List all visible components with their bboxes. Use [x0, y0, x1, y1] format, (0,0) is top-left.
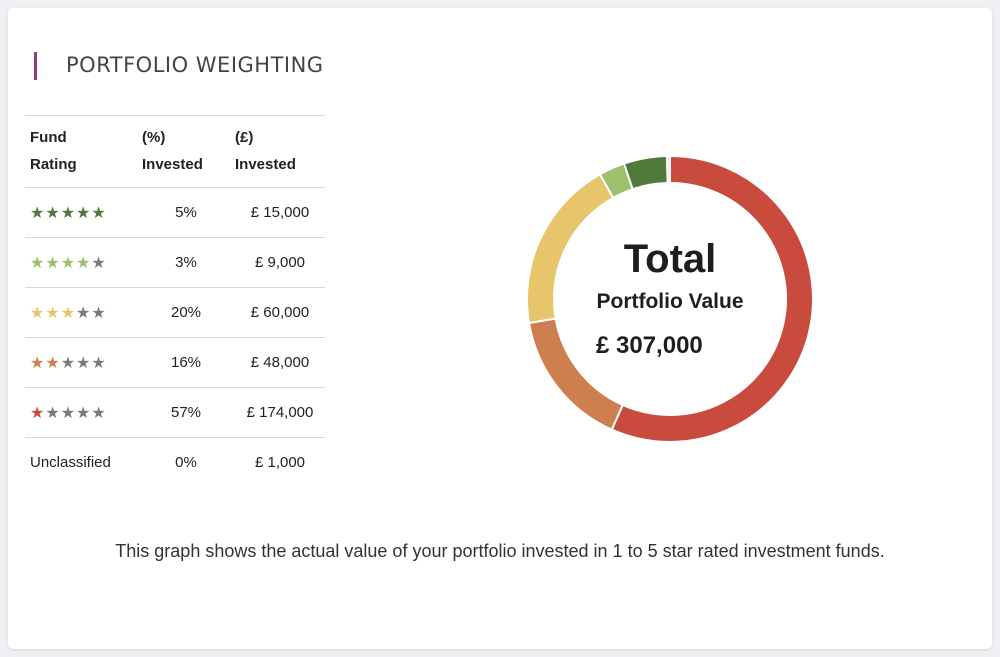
fund-rating-table: Fund Rating (%) Invested (£) Invested ★★… — [25, 115, 325, 487]
empty-star-icon: ★ — [91, 303, 107, 322]
fund-rating-cell: ★★★★★ — [25, 287, 137, 338]
title-accent-bar — [34, 52, 37, 80]
empty-star-icon: ★ — [76, 303, 92, 322]
table-header-row: Fund Rating (%) Invested (£) Invested — [25, 115, 325, 188]
header-fund-rating-line2: Rating — [30, 156, 77, 173]
table-row: ★★★★★ 57% £ 174,000 — [25, 387, 325, 438]
filled-star-icon: ★ — [60, 303, 77, 322]
donut-center: Total Portfolio Value £ 307,000 — [522, 151, 818, 447]
center-portfolio-value-label: Portfolio Value — [596, 290, 744, 313]
header-gbp-invested: (£) Invested — [230, 115, 325, 188]
gbp-invested-cell: £ 15,000 — [230, 187, 325, 238]
gbp-invested-cell: £ 1,000 — [254, 454, 306, 471]
filled-star-icon: ★ — [30, 403, 46, 422]
empty-star-icon: ★ — [91, 253, 107, 272]
empty-star-icon: ★ — [76, 403, 92, 422]
header-fund-rating: Fund Rating — [25, 115, 137, 188]
donut-slice-1-star[interactable] — [610, 154, 814, 443]
gbp-invested-cell: £ 48,000 — [230, 337, 325, 388]
header-pct-invested: (%) Invested — [137, 115, 230, 188]
filled-star-icon: ★ — [60, 253, 77, 272]
filled-star-icon: ★ — [30, 203, 46, 222]
table-row: ★★★★★ 16% £ 48,000 — [25, 337, 325, 388]
fund-rating-cell: ★★★★★ — [25, 337, 137, 388]
table-row: ★★★★★ 5% £ 15,000 — [25, 187, 325, 238]
empty-star-icon: ★ — [76, 353, 92, 372]
fund-rating-cell: Unclassified — [25, 438, 137, 488]
filled-star-icon: ★ — [45, 253, 61, 272]
pct-invested-cell: 16% — [137, 337, 230, 388]
section-title: PORTFOLIO WEIGHTING — [66, 53, 324, 77]
empty-star-icon: ★ — [45, 403, 61, 422]
empty-star-icon: ★ — [60, 403, 77, 422]
filled-star-icon: ★ — [45, 303, 61, 322]
header-gbp-line1: (£) — [235, 129, 254, 146]
header-pct-line2: Invested — [142, 156, 203, 173]
gbp-invested-cell: £ 9,000 — [230, 237, 325, 288]
header-fund-rating-line1: Fund — [30, 129, 67, 146]
star-rating: ★★★★★ — [30, 253, 107, 272]
center-total-label: Total — [623, 237, 717, 281]
pct-invested-cell: 57% — [137, 387, 230, 438]
empty-star-icon: ★ — [60, 353, 77, 372]
filled-star-icon: ★ — [45, 353, 61, 372]
star-rating: ★★★★★ — [30, 303, 107, 322]
pct-invested-cell: 0% — [175, 454, 197, 471]
filled-star-icon: ★ — [30, 253, 46, 272]
fund-rating-cell: ★★★★★ — [25, 387, 137, 438]
table-row: ★★★★★ 20% £ 60,000 — [25, 287, 325, 338]
unclassified-label: Unclassified — [30, 454, 111, 471]
pct-invested-cell: 5% — [137, 187, 230, 238]
star-rating: ★★★★★ — [30, 353, 107, 372]
chart-caption: This graph shows the actual value of you… — [115, 541, 885, 561]
portfolio-donut-chart: Total Portfolio Value £ 307,000 — [522, 151, 818, 447]
header-pct-line1: (%) — [142, 129, 166, 146]
donut-svg — [526, 154, 814, 443]
table-body: ★★★★★ 5% £ 15,000 ★★★★★ 3% £ 9,000 ★★★★★ 20% £ 6… — [25, 187, 325, 488]
table-row: Unclassified 0% £ 1,000 — [25, 438, 325, 488]
center-total-value: £ 307,000 — [596, 332, 703, 359]
table-row: ★★★★★ 3% £ 9,000 — [25, 237, 325, 288]
gbp-invested-cell: £ 60,000 — [230, 287, 325, 338]
pct-invested-cell: 3% — [137, 237, 230, 288]
empty-star-icon: ★ — [91, 353, 107, 372]
filled-star-icon: ★ — [30, 303, 46, 322]
gbp-invested-cell: £ 174,000 — [230, 387, 325, 438]
filled-star-icon: ★ — [45, 203, 61, 222]
star-rating: ★★★★★ — [30, 203, 107, 222]
filled-star-icon: ★ — [76, 253, 92, 272]
pct-invested-cell: 20% — [137, 287, 230, 338]
header-gbp-line2: Invested — [235, 156, 296, 173]
fund-rating-cell: ★★★★★ — [25, 187, 137, 238]
filled-star-icon: ★ — [30, 353, 46, 372]
fund-rating-cell: ★★★★★ — [25, 237, 137, 288]
donut-slice-unclassified[interactable] — [666, 154, 671, 185]
filled-star-icon: ★ — [76, 203, 92, 222]
empty-star-icon: ★ — [91, 403, 107, 422]
filled-star-icon: ★ — [91, 203, 107, 222]
star-rating: ★★★★★ — [30, 403, 107, 422]
filled-star-icon: ★ — [60, 203, 77, 222]
